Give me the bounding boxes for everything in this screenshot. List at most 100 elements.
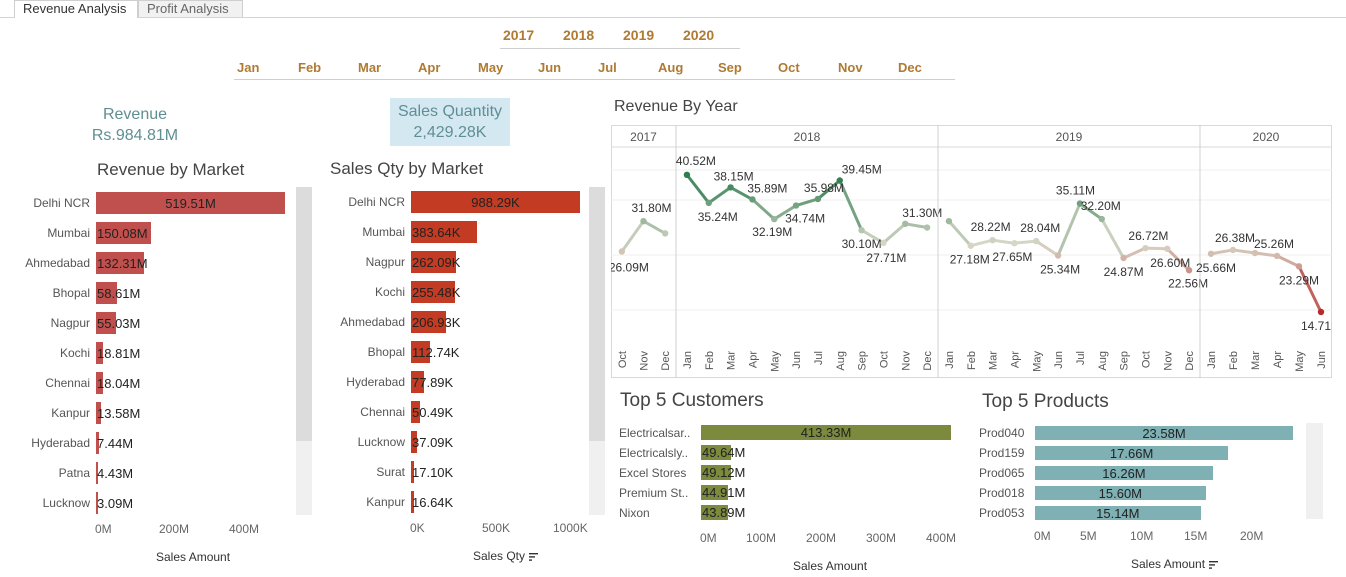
month-filter-feb[interactable]: Feb (298, 60, 322, 75)
revenue-point[interactable] (814, 195, 822, 203)
year-filter-2018[interactable]: 2018 (563, 27, 595, 43)
qty-by-market-bar[interactable] (411, 251, 456, 273)
revenue-point[interactable] (792, 202, 800, 209)
month-filter-jul[interactable]: Jul (598, 60, 617, 75)
revenue-point[interactable] (727, 184, 734, 191)
year-filter-2020[interactable]: 2020 (683, 27, 715, 43)
revenue-point[interactable] (945, 217, 953, 225)
month-filter-oct[interactable]: Oct (778, 60, 800, 75)
top-customers-bar[interactable] (701, 425, 951, 440)
revenue-point[interactable] (1164, 245, 1171, 252)
revenue-by-market-bar[interactable] (96, 462, 98, 484)
revenue-by-market-bar[interactable] (96, 432, 99, 454)
top-customers-bar[interactable] (701, 465, 731, 480)
qty-by-market-bar[interactable] (411, 191, 580, 213)
qty-by-market-bar[interactable] (411, 281, 455, 303)
month-filter-apr[interactable]: Apr (418, 60, 441, 75)
revenue-data-label: 35.11M (1056, 184, 1095, 198)
revenue-point[interactable] (771, 215, 778, 223)
revenue-point[interactable] (858, 226, 865, 234)
top-products-category-label: Prod159 (979, 446, 1025, 460)
revenue-by-market-axis-tick: 200M (159, 522, 190, 536)
qty-by-market-bar[interactable] (411, 431, 418, 453)
qty-by-market-bar[interactable] (411, 311, 447, 333)
top-products-scrollbar[interactable] (1306, 423, 1323, 519)
revenue-point[interactable] (1317, 308, 1325, 316)
revenue-point[interactable] (683, 171, 691, 179)
revenue-by-market-bar[interactable] (96, 492, 98, 514)
revenue-point[interactable] (618, 248, 626, 255)
month-filter-jan[interactable]: Jan (237, 60, 260, 75)
revenue-by-market-bar[interactable] (96, 402, 101, 424)
qty-by-market-scroll-thumb[interactable] (589, 187, 605, 441)
top-products-bar[interactable] (1035, 486, 1206, 500)
top-customers-bar[interactable] (701, 505, 728, 520)
qty-by-market-bar[interactable] (411, 341, 431, 363)
revenue-line-segment (729, 185, 754, 201)
sales-quantity-kpi[interactable]: Sales Quantity 2,429.28K (390, 98, 510, 146)
revenue-point[interactable] (1229, 246, 1237, 254)
month-filter-jun[interactable]: Jun (538, 60, 562, 75)
revenue-point[interactable] (1185, 267, 1193, 274)
revenue-by-market-bar[interactable] (96, 342, 103, 364)
year-filter-2017[interactable]: 2017 (503, 27, 535, 43)
revenue-point[interactable] (1295, 263, 1303, 270)
revenue-point[interactable] (1207, 250, 1215, 257)
revenue-by-market-bar[interactable] (96, 312, 117, 334)
top-products-bar[interactable] (1035, 426, 1293, 440)
top-products-bar[interactable] (1035, 446, 1229, 460)
revenue-by-market-scroll-thumb[interactable] (296, 187, 312, 441)
sort-icon[interactable] (529, 552, 539, 561)
qty-by-market-axis-title: Sales Qty (473, 549, 539, 563)
revenue-by-market-bar[interactable] (96, 252, 145, 274)
revenue-point[interactable] (1054, 252, 1062, 259)
tab-profit-analysis[interactable]: Profit Analysis (138, 0, 243, 17)
qty-by-market-bar[interactable] (411, 491, 414, 513)
revenue-point[interactable] (923, 224, 931, 231)
month-filter-dec[interactable]: Dec (898, 60, 922, 75)
top-customers-bar[interactable] (701, 485, 729, 500)
month-filter-may[interactable]: May (478, 60, 504, 75)
revenue-point[interactable] (880, 239, 887, 247)
revenue-point[interactable] (749, 196, 756, 203)
revenue-point[interactable] (1120, 254, 1127, 262)
revenue-point[interactable] (705, 199, 712, 207)
products-axis-title-text: Sales Amount (1131, 557, 1206, 571)
revenue-point[interactable] (661, 230, 669, 237)
revenue-point[interactable] (989, 236, 996, 244)
revenue-point[interactable] (1011, 240, 1018, 247)
revenue-point[interactable] (1251, 249, 1259, 257)
revenue-line-segment (794, 197, 820, 208)
qty-by-market-bar[interactable] (411, 221, 477, 243)
top-products-bar[interactable] (1035, 506, 1201, 520)
revenue-point[interactable] (967, 242, 974, 249)
year-filter-2019[interactable]: 2019 (623, 27, 655, 43)
revenue-point[interactable] (836, 177, 843, 184)
revenue-kpi: Revenue Rs.984.81M (75, 106, 195, 145)
month-filter-aug[interactable]: Aug (658, 60, 684, 75)
revenue-point[interactable] (1076, 200, 1084, 207)
revenue-point[interactable] (1033, 237, 1040, 245)
tab-revenue-analysis[interactable]: Revenue Analysis (14, 0, 138, 18)
sort-icon[interactable] (1209, 560, 1219, 569)
revenue-by-market-bar[interactable] (96, 372, 103, 394)
revenue-point[interactable] (1273, 252, 1281, 260)
revenue-point[interactable] (902, 220, 909, 228)
month-filter-sep[interactable]: Sep (718, 60, 742, 75)
qty-by-market-bar[interactable] (411, 401, 420, 423)
revenue-kpi-value: Rs.984.81M (91, 127, 179, 144)
revenue-by-market-bar[interactable] (96, 192, 285, 214)
revenue-point[interactable] (1098, 215, 1105, 223)
revenue-by-market-bar[interactable] (96, 222, 151, 244)
revenue-point[interactable] (1142, 244, 1149, 252)
revenue-point[interactable] (640, 217, 647, 225)
top-customers-axis-title: Sales Amount (793, 559, 868, 573)
month-filter-mar[interactable]: Mar (358, 60, 382, 75)
qty-by-market-bar[interactable] (411, 461, 414, 483)
month-filter-nov[interactable]: Nov (838, 60, 863, 75)
revenue-by-market-bar[interactable] (96, 282, 118, 304)
qty-by-market-bar[interactable] (411, 371, 425, 393)
top-customers-bar[interactable] (701, 445, 732, 460)
top-products-bar[interactable] (1035, 466, 1213, 480)
month-axis-label: Nov (1162, 351, 1174, 371)
